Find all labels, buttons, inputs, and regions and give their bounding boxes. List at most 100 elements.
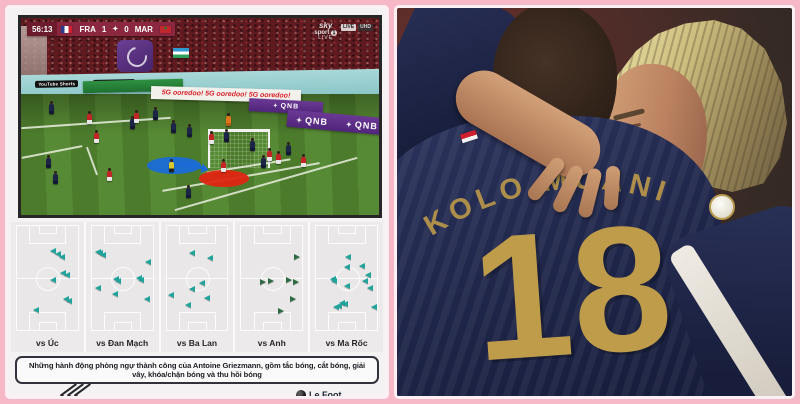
action-marker [58, 254, 65, 261]
celebration-photo: KOLO MUANI 18 [397, 8, 792, 396]
action-marker [259, 279, 266, 286]
action-marker [338, 299, 345, 306]
scoreboard: 56:13 FRA 1 ✦ 0 MAR ✶ [27, 22, 175, 36]
champions-badge [709, 194, 735, 220]
broadcaster-watermark: sky sport 1 LIVE LIVE UHD [314, 22, 373, 41]
action-marker [144, 259, 151, 266]
player-ma [87, 111, 92, 124]
crowd-flag [173, 48, 189, 58]
action-marker [204, 294, 211, 301]
action-marker [94, 285, 101, 292]
live-badge: LIVE [341, 24, 357, 31]
lefoot-brand: Le Foot [296, 390, 342, 396]
tactic-highlight-red [199, 170, 249, 187]
player-fr [261, 155, 266, 168]
action-marker [189, 286, 196, 293]
match-video-frame: YouTube Shorts YouTube Shorts 5G ooredoo… [18, 15, 382, 218]
pitch-map-label: vs Anh [257, 338, 286, 348]
player-ma [276, 151, 281, 164]
player-ref [169, 159, 174, 172]
france-flag-icon [61, 25, 73, 33]
player-fr [224, 129, 229, 142]
action-marker [114, 278, 121, 285]
action-marker [143, 295, 150, 302]
action-marker [207, 255, 214, 262]
pitch-field [240, 225, 304, 331]
player-fr [187, 124, 192, 137]
action-marker [361, 278, 368, 285]
worldcup-emblem-icon: ✦ [112, 26, 119, 33]
action-marker [342, 301, 349, 307]
player-ma [301, 154, 306, 167]
player-ma [134, 110, 139, 123]
pitch-map-label: vs Ba Lan [176, 338, 218, 348]
action-marker [167, 291, 174, 298]
qatar2022-banner [117, 40, 153, 72]
action-marker [333, 304, 340, 311]
pitch-field [90, 225, 154, 331]
match-clock: 56:13 [27, 22, 58, 36]
player-ma [107, 168, 112, 181]
pitch-field [315, 225, 378, 331]
player-fr [153, 107, 158, 120]
action-marker [359, 262, 366, 269]
action-marker [138, 277, 145, 284]
pitch-map: vs Ma Rốc [310, 222, 383, 352]
pitch-map: vs Anh [235, 222, 311, 352]
action-marker [344, 254, 351, 261]
footer: Le Foot [8, 380, 386, 396]
uhd-badge: UHD [358, 24, 373, 31]
action-marker [111, 290, 118, 297]
qnb-diamond-icon: ✦ [345, 119, 354, 129]
qnb-diamond-icon: ✦ [272, 103, 279, 110]
youtube-shorts-ad: YouTube Shorts [35, 80, 79, 88]
action-marker [198, 280, 205, 287]
action-marker [331, 278, 338, 285]
action-marker [54, 251, 61, 258]
collage: YouTube Shorts YouTube Shorts 5G ooredoo… [8, 8, 792, 396]
player-ma [221, 159, 226, 172]
sky-logo: sky [319, 21, 333, 30]
action-marker [370, 304, 377, 311]
player-fr [53, 171, 58, 184]
action-marker [184, 302, 191, 309]
pitch-field [16, 225, 79, 331]
tactic-highlight-blue [147, 157, 201, 174]
action-marker [49, 247, 56, 254]
action-marker [100, 252, 107, 259]
action-marker [33, 307, 40, 314]
away-team: MAR [134, 24, 153, 34]
home-score: 1 [101, 24, 107, 34]
sport-label: sport [314, 30, 330, 36]
player-ma [209, 131, 214, 144]
action-marker [66, 297, 73, 304]
pitch-map-label: vs Úc [36, 338, 59, 348]
pitch-map: vs Ba Lan [160, 222, 236, 352]
action-marker [366, 285, 373, 292]
morocco-flag-icon: ✶ [159, 25, 171, 33]
pitch-map: vs Úc [11, 222, 86, 352]
lefoot-label: Le Foot [309, 390, 342, 396]
player-ma [267, 148, 272, 161]
player-fr [171, 120, 176, 133]
action-marker [97, 250, 104, 257]
pitch-map-label: vs Đan Mạch [96, 338, 149, 348]
action-marker [343, 263, 350, 270]
channel-number: 1 [331, 30, 338, 36]
action-marker [336, 303, 343, 310]
jersey-number: 18 [466, 186, 678, 396]
action-marker [277, 308, 284, 315]
defensive-actions-pitch-maps: vs Úc vs Đan Mạch vs Ba Lan vs Anh vs Ma… [11, 222, 383, 352]
player-fr [49, 101, 54, 114]
player-fr [130, 116, 135, 129]
chevrons-logo-icon [51, 382, 96, 396]
player-fr [186, 185, 191, 198]
action-marker [343, 283, 350, 290]
action-marker [50, 277, 57, 284]
pitch-map: vs Đan Mạch [85, 222, 161, 352]
pitch-map-label: vs Ma Rốc [325, 338, 368, 348]
goal-frame [208, 129, 270, 168]
player-gk [226, 113, 231, 126]
player-fr [250, 138, 255, 151]
live-label: LIVE [318, 35, 334, 41]
